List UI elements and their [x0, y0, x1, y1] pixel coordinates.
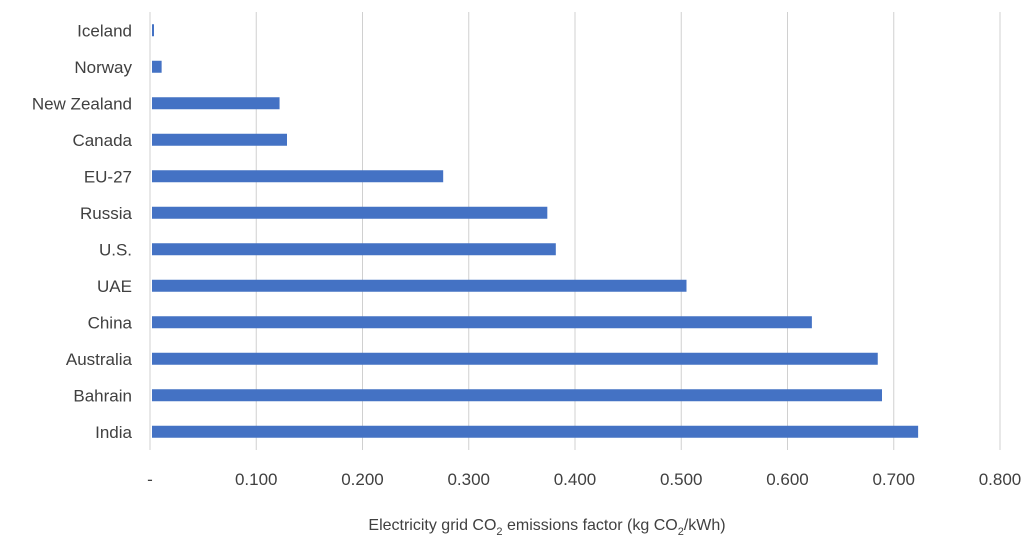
x-tick-label: 0.200: [341, 470, 384, 489]
bar-u-s-: [152, 243, 556, 256]
x-tick-label: 0.800: [979, 470, 1022, 489]
category-label: Norway: [74, 58, 132, 77]
x-tick-label: 0.600: [766, 470, 809, 489]
bar-china: [152, 316, 812, 329]
gridlines: [149, 12, 1001, 450]
category-label: India: [95, 423, 132, 442]
x-tick-label: 0.100: [235, 470, 278, 489]
x-tick-label: -: [147, 470, 153, 489]
category-label: Bahrain: [73, 386, 132, 405]
category-labels: Iceland Norway New Zealand Canada EU-27 Russi…: [32, 21, 133, 442]
category-label: UAE: [97, 277, 132, 296]
category-label: New Zealand: [32, 94, 132, 113]
bar-bahrain: [152, 389, 882, 402]
bar-iceland: [152, 24, 154, 37]
category-label: China: [88, 313, 133, 332]
bars: [152, 24, 919, 438]
bar-eu-27: [152, 170, 444, 183]
x-tick-label: 0.500: [660, 470, 703, 489]
category-label: Iceland: [77, 21, 132, 40]
x-tick-label: 0.700: [872, 470, 915, 489]
x-tick-label: 0.300: [447, 470, 490, 489]
bar-russia: [152, 206, 548, 219]
category-label: EU-27: [84, 167, 132, 186]
bar-australia: [152, 352, 878, 365]
bar-canada: [152, 133, 287, 146]
x-tick-labels: - 0.100 0.200 0.300 0.400 0.500 0.600 0.700 0.80…: [147, 470, 1021, 489]
x-axis-title: Electricity grid CO2 emissions factor (k…: [368, 517, 725, 538]
bar-new-zealand: [152, 97, 280, 110]
category-label: Canada: [72, 131, 132, 150]
bar-india: [152, 425, 919, 438]
bar-uae: [152, 279, 687, 292]
x-tick-label: 0.400: [554, 470, 597, 489]
bar-norway: [152, 60, 162, 73]
category-label: U.S.: [99, 240, 132, 259]
category-label: Australia: [66, 350, 133, 369]
category-label: Russia: [80, 204, 133, 223]
